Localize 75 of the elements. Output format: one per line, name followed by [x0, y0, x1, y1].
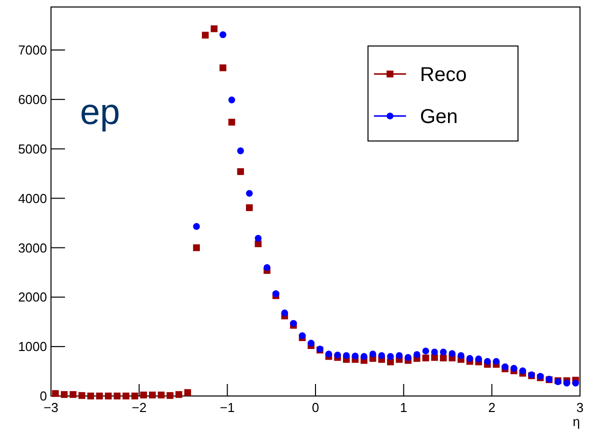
y-tick-label: 5000	[18, 141, 47, 156]
point	[210, 25, 218, 32]
y-tick-label: 2000	[18, 290, 47, 305]
point	[228, 96, 236, 104]
y-tick-label: 7000	[18, 42, 47, 58]
point	[431, 348, 438, 356]
point	[237, 147, 244, 154]
x-tick-label: 2	[488, 400, 496, 415]
point	[104, 392, 112, 400]
point	[158, 392, 165, 398]
point	[202, 32, 209, 39]
point	[563, 380, 570, 387]
point	[193, 244, 200, 252]
point	[281, 310, 288, 316]
point	[87, 392, 94, 400]
point	[475, 356, 482, 362]
point	[148, 392, 156, 398]
point	[519, 367, 526, 374]
y-tick-label: 6000	[18, 92, 47, 107]
point	[96, 392, 103, 400]
point	[352, 352, 359, 360]
y-tick-label: 1000	[18, 339, 47, 354]
x-tick-label: 0	[312, 400, 320, 415]
point	[254, 234, 262, 242]
point	[175, 391, 182, 398]
legend-label: Gen	[420, 106, 458, 128]
point	[122, 392, 130, 400]
point	[325, 350, 332, 358]
point	[220, 31, 226, 38]
point	[404, 354, 412, 361]
point	[360, 353, 368, 360]
point	[166, 392, 174, 399]
point	[308, 340, 314, 347]
point	[246, 204, 253, 212]
legend-label: Reco	[420, 64, 467, 86]
point	[387, 353, 394, 360]
point	[448, 350, 456, 357]
point	[114, 392, 121, 400]
y-tick-label: 3000	[18, 240, 47, 256]
point	[369, 350, 376, 358]
point	[131, 392, 138, 400]
point	[572, 380, 579, 387]
annotation: ep	[80, 91, 120, 132]
point	[193, 223, 200, 230]
point	[378, 352, 386, 359]
point	[228, 118, 236, 126]
point	[440, 354, 447, 362]
y-tick-label: 4000	[18, 190, 47, 206]
point	[440, 348, 447, 356]
point	[484, 358, 491, 365]
point	[396, 352, 403, 359]
point	[342, 352, 350, 359]
point	[184, 389, 192, 396]
point	[70, 391, 76, 398]
point	[466, 355, 474, 362]
point	[422, 354, 430, 362]
x-tick-label: −1	[220, 400, 235, 415]
point	[140, 392, 147, 398]
point	[220, 64, 226, 72]
point	[413, 351, 420, 358]
point	[510, 364, 518, 372]
point	[264, 264, 270, 271]
point	[458, 352, 464, 359]
x-tick-label: −2	[132, 400, 147, 415]
point	[78, 392, 86, 399]
x-tick-label: 3	[576, 400, 584, 415]
point	[237, 168, 244, 175]
point	[492, 358, 500, 365]
x-tick-label: 1	[400, 400, 408, 415]
x-axis-title: η	[572, 414, 580, 429]
point	[60, 391, 68, 398]
point	[246, 190, 253, 197]
point	[334, 352, 341, 358]
point	[52, 390, 59, 397]
point	[422, 348, 430, 354]
